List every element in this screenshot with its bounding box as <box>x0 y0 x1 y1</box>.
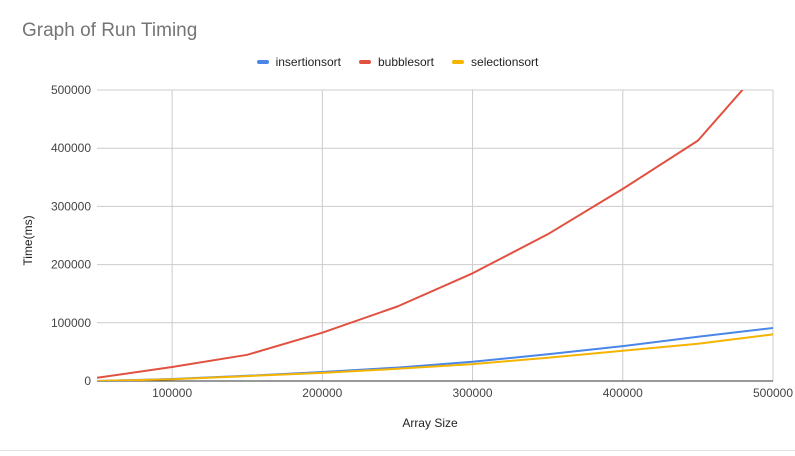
legend: insertionsort bubblesort selectionsort <box>0 55 795 69</box>
series-line-selectionsort <box>97 333 773 381</box>
legend-swatch-insertionsort <box>256 60 269 64</box>
legend-label-insertionsort: insertionsort <box>275 55 341 69</box>
bottom-divider <box>0 450 795 456</box>
y-tick-label: 500000 <box>51 83 91 97</box>
y-tick-label: 200000 <box>51 258 91 272</box>
legend-item-bubblesort[interactable]: bubblesort <box>358 55 435 69</box>
series-line-insertionsort <box>97 327 773 381</box>
x-tick-label: 300000 <box>453 386 493 400</box>
legend-swatch-bubblesort <box>358 60 371 64</box>
legend-item-insertionsort[interactable]: insertionsort <box>256 55 341 69</box>
y-axis-title: Time(ms) <box>21 215 35 265</box>
chart-title: Graph of Run Timing <box>22 20 198 41</box>
legend-label-bubblesort: bubblesort <box>377 55 435 69</box>
legend-swatch-selectionsort <box>452 60 465 64</box>
x-axis-title: Array Size <box>402 416 458 430</box>
x-tick-label: 500000 <box>753 386 793 400</box>
y-tick-label: 100000 <box>51 316 91 330</box>
legend-item-selectionsort[interactable]: selectionsort <box>452 55 538 69</box>
x-tick-label: 400000 <box>603 386 643 400</box>
y-tick-label: 0 <box>84 374 91 388</box>
y-tick-label: 400000 <box>51 141 91 155</box>
x-tick-label: 200000 <box>302 386 342 400</box>
y-tick-label: 300000 <box>51 199 91 213</box>
x-tick-label: 100000 <box>152 386 192 400</box>
legend-label-selectionsort: selectionsort <box>471 55 539 69</box>
series-line-bubblesort <box>97 90 744 379</box>
